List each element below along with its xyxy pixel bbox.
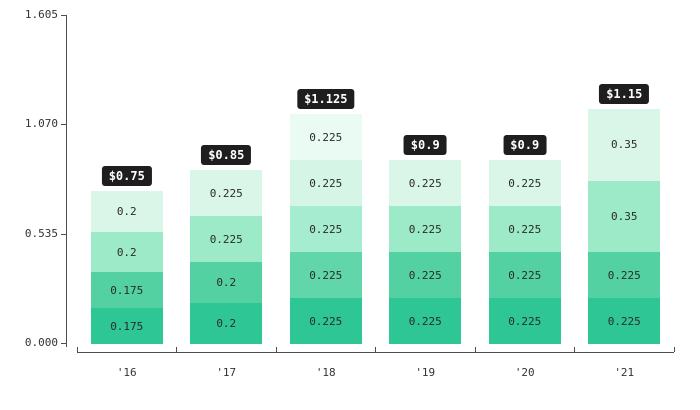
total-badge: $1.15 xyxy=(599,83,650,104)
bar-segment: 0.225 xyxy=(488,298,561,344)
y-tick-label: 1.605 xyxy=(24,8,58,21)
bar-segment: 0.175 xyxy=(90,272,163,309)
bar-segment: 0.2 xyxy=(190,262,263,304)
x-axis-tick xyxy=(375,347,376,352)
bar-segment: 0.225 xyxy=(289,114,362,161)
x-tick-label: '20 xyxy=(514,366,535,379)
bar-segment: 0.225 xyxy=(289,206,362,253)
bar-segment: 0.35 xyxy=(588,180,661,253)
bar-segment: 0.225 xyxy=(289,160,362,207)
x-axis-tick xyxy=(275,347,277,352)
x-axis-tick xyxy=(474,347,476,352)
bar-segment: 0.225 xyxy=(190,170,263,217)
x-tick-label: '18 xyxy=(315,366,336,379)
bar-segment: 0.175 xyxy=(90,308,163,344)
total-badge: $0.9 xyxy=(503,135,547,156)
bar-segment: 0.225 xyxy=(488,252,561,298)
bar-segment: 0.2 xyxy=(90,190,163,232)
bar-segment: 0.225 xyxy=(190,216,263,263)
bar-segment: 0.225 xyxy=(289,298,362,344)
x-axis-tick xyxy=(673,347,675,352)
total-badge: $0.85 xyxy=(201,145,252,166)
y-tick-label: 0.000 xyxy=(24,336,58,349)
y-tick-label: 0.535 xyxy=(24,226,58,240)
x-tick-label: '21 xyxy=(614,366,635,379)
y-tick-label: 1.070 xyxy=(24,117,58,131)
bar-segment: 0.225 xyxy=(389,206,462,253)
total-badge: $0.9 xyxy=(403,135,447,156)
x-axis-tick xyxy=(176,347,177,352)
x-tick-label: '19 xyxy=(415,366,436,379)
y-axis-tick xyxy=(61,233,66,235)
total-badge: $1.125 xyxy=(297,89,355,110)
bar-segment: 0.225 xyxy=(488,206,561,253)
x-axis-tick xyxy=(574,347,575,352)
bar-segment: 0.225 xyxy=(488,160,561,207)
y-axis-tick xyxy=(61,15,66,16)
bar-segment: 0.225 xyxy=(289,252,362,298)
x-axis xyxy=(77,352,674,353)
total-badge: $0.75 xyxy=(101,165,152,186)
y-axis-tick xyxy=(61,343,66,344)
y-axis-tick xyxy=(61,124,66,126)
bar-segment: 0.35 xyxy=(588,108,661,181)
bar-segment: 0.225 xyxy=(588,298,661,344)
bar-segment: 0.2 xyxy=(90,231,163,273)
bar-segment: 0.2 xyxy=(190,303,263,344)
y-axis xyxy=(66,15,67,347)
bar-segment: 0.225 xyxy=(389,252,462,298)
bar-segment: 0.225 xyxy=(389,298,462,344)
x-tick-label: '17 xyxy=(216,366,237,379)
x-tick-label: '16 xyxy=(116,366,137,379)
bar-segment: 0.225 xyxy=(588,252,661,298)
bar-segment: 0.225 xyxy=(389,160,462,207)
x-axis-tick xyxy=(76,347,78,352)
